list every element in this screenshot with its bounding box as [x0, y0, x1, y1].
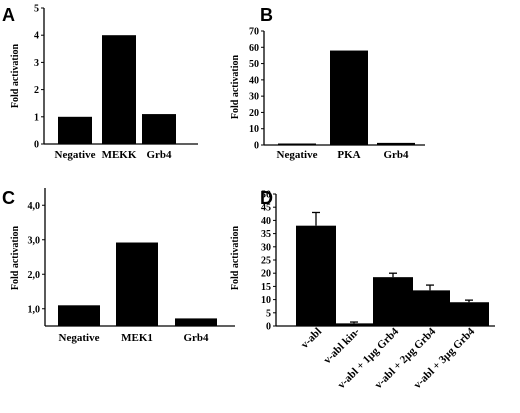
panel-d-y-tick-label: 10 [261, 295, 271, 306]
panel-b-y-tick-label: 60 [249, 43, 259, 54]
panel-c-category-label: Grb4 [183, 332, 209, 344]
panel-d-y-tick-label: 0 [266, 322, 271, 333]
panel-b-category-label: PKA [337, 149, 360, 161]
panel-d-letter: D [260, 188, 273, 208]
panel-a-y-tick-label: 5 [34, 4, 39, 15]
panel-b-y-tick-label: 30 [249, 92, 259, 103]
panel-a-y-tick-label: 1 [34, 112, 39, 123]
panel-a-letter: A [2, 5, 15, 25]
panel-d-y-tick-label: 50 [261, 190, 271, 201]
panel-a-bar [102, 35, 136, 145]
panel-c-category-label: Negative [59, 332, 100, 344]
panel-c-letter: C [2, 188, 15, 208]
panel-a-bar [142, 114, 176, 144]
panel-d-bar [373, 277, 413, 326]
panel-c-y-axis-label: Fold activation [10, 225, 21, 290]
panel-b-y-axis-label: Fold activation [230, 54, 241, 119]
panel-b-bar [330, 50, 368, 145]
panel-d-y-tick-label: 20 [261, 269, 271, 280]
panel-d-bar [334, 323, 374, 326]
panel-d-bar [410, 290, 450, 326]
panel-d-y-tick-label: 35 [261, 229, 271, 240]
panel-c-y-tick-label: 4,0 [28, 201, 41, 212]
panel-a-y-axis-label: Fold activation [10, 43, 21, 108]
panel-b-category-label: Grb4 [383, 149, 409, 161]
panel-a-y-tick-label: 3 [34, 58, 39, 69]
panel-b-category-label: Negative [277, 149, 318, 161]
panel-d-category-label: v-abl kin- [321, 325, 362, 366]
panel-b-letter: B [260, 5, 273, 25]
panel-d-y-tick-label: 5 [266, 308, 271, 319]
panel-d-y-tick-label: 40 [261, 216, 271, 227]
panel-b-y-tick-label: 70 [249, 27, 259, 38]
panel-b-y-tick-label: 0 [254, 141, 259, 152]
panel-c-bar [116, 242, 158, 326]
panel-c-category-label: MEK1 [121, 332, 153, 344]
panel-a-y-tick-label: 0 [34, 140, 39, 151]
panel-a-category-label: MEKK [102, 149, 137, 161]
panel-a-category-label: Negative [55, 149, 96, 161]
panel-d-bar [296, 225, 336, 326]
panel-d-category-label: v-abl [299, 326, 324, 351]
panel-d-y-tick-label: 45 [261, 203, 271, 214]
panel-a-y-tick-label: 4 [34, 31, 39, 42]
panel-d-bar [449, 302, 489, 326]
panel-b-y-tick-label: 20 [249, 108, 259, 119]
panel-b-bar [278, 143, 316, 145]
panel-b-y-tick-label: 40 [249, 75, 259, 86]
panel-d-y-tick-label: 25 [261, 256, 271, 267]
panel-c-y-tick-label: 1,0 [28, 304, 41, 315]
panel-d-y-tick-label: 30 [261, 242, 271, 253]
panel-a-category-label: Grb4 [146, 149, 172, 161]
panel-c-y-tick-label: 3,0 [28, 235, 41, 246]
panel-d-y-axis-label: Fold activation [230, 225, 241, 290]
panel-b-y-tick-label: 50 [249, 59, 259, 70]
panel-b-bar [377, 142, 415, 145]
panel-a-bar [58, 116, 92, 144]
panel-c-y-tick-label: 2,0 [28, 270, 41, 281]
panel-d-y-tick-label: 15 [261, 282, 271, 293]
panel-c-bar [175, 318, 217, 326]
panel-c-bar [58, 305, 100, 326]
panel-a-y-tick-label: 2 [34, 85, 39, 96]
panel-b-y-tick-label: 10 [249, 124, 259, 135]
